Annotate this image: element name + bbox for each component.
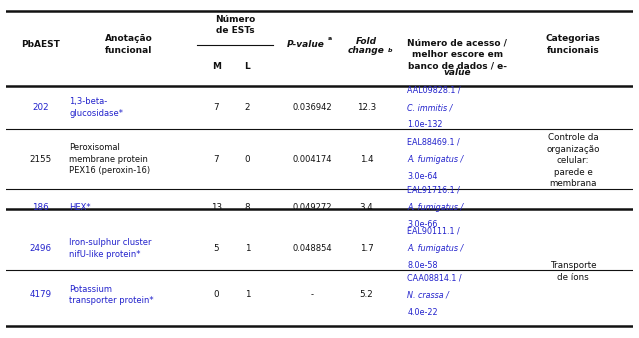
Text: 13: 13: [211, 202, 222, 212]
Text: 0: 0: [245, 154, 250, 164]
Text: C. immitis /: C. immitis /: [407, 103, 452, 112]
Text: Peroxisomal
membrane protein
PEX16 (peroxin-16): Peroxisomal membrane protein PEX16 (pero…: [69, 143, 150, 175]
Text: EAL91716.1 /: EAL91716.1 /: [407, 185, 460, 194]
Text: A. fumigatus /: A. fumigatus /: [407, 202, 463, 212]
Text: A. fumigatus /: A. fumigatus /: [407, 244, 463, 253]
Text: 8: 8: [245, 202, 250, 212]
Text: CAA08814.1 /: CAA08814.1 /: [407, 273, 462, 282]
Text: Categorias
funcionais: Categorias funcionais: [546, 34, 601, 55]
Text: Potassium
transporter protein*: Potassium transporter protein*: [69, 285, 153, 305]
Text: 5.2: 5.2: [360, 290, 373, 299]
Text: 4179: 4179: [30, 290, 52, 299]
Text: 1,3-beta-
glucosidase*: 1,3-beta- glucosidase*: [69, 97, 123, 118]
Text: 4.0e-22: 4.0e-22: [407, 308, 438, 317]
Text: b: b: [388, 48, 392, 53]
Text: Número de acesso /
melhor escore em
banco de dados / e-: Número de acesso / melhor escore em banc…: [407, 38, 507, 70]
Text: 8.0e-58: 8.0e-58: [407, 261, 438, 270]
Text: 7: 7: [213, 154, 219, 164]
Text: 2496: 2496: [30, 244, 52, 253]
Text: HEX*: HEX*: [69, 202, 91, 212]
Text: 1: 1: [245, 244, 250, 253]
Text: 202: 202: [33, 103, 49, 112]
Text: M: M: [212, 62, 220, 71]
Text: 186: 186: [33, 202, 49, 212]
Text: Número
de ESTs: Número de ESTs: [215, 15, 255, 35]
Text: P-value: P-value: [287, 40, 325, 49]
Text: Anotação
funcional: Anotação funcional: [105, 34, 152, 55]
Text: Iron-sulphur cluster
nifU-like protein*: Iron-sulphur cluster nifU-like protein*: [69, 238, 151, 259]
Text: Fold: Fold: [356, 37, 377, 46]
Text: N. crassa /: N. crassa /: [407, 290, 449, 299]
Text: 1.4: 1.4: [360, 154, 373, 164]
Text: 1.0e-132: 1.0e-132: [407, 120, 443, 129]
Text: 7: 7: [213, 103, 219, 112]
Text: 0.036942: 0.036942: [292, 103, 332, 112]
Text: a: a: [327, 36, 332, 41]
Text: 0.004174: 0.004174: [292, 154, 332, 164]
Text: 1.7: 1.7: [360, 244, 373, 253]
Text: 1: 1: [245, 290, 250, 299]
Text: 3.0e-66: 3.0e-66: [407, 220, 438, 229]
Text: 3.0e-64: 3.0e-64: [407, 172, 438, 181]
Text: 3.4: 3.4: [360, 202, 373, 212]
Text: L: L: [245, 62, 250, 71]
Text: 5: 5: [213, 244, 219, 253]
Text: 2155: 2155: [29, 154, 52, 164]
Text: EAL88469.1 /: EAL88469.1 /: [407, 137, 460, 146]
Text: 0.048854: 0.048854: [292, 244, 332, 253]
Text: 2: 2: [245, 103, 250, 112]
Text: EAL90111.1 /: EAL90111.1 /: [407, 227, 460, 236]
Text: A. fumigatus /: A. fumigatus /: [407, 154, 463, 164]
Text: -: -: [311, 290, 314, 299]
Text: AAL09828.1 /: AAL09828.1 /: [407, 86, 461, 95]
Text: Controle da
organização
celular:
parede e
membrana: Controle da organização celular: parede …: [546, 133, 600, 188]
Text: PbAEST: PbAEST: [21, 40, 60, 49]
Text: 0.049272: 0.049272: [292, 202, 332, 212]
Text: 12.3: 12.3: [357, 103, 376, 112]
Text: 0: 0: [213, 290, 219, 299]
Text: change: change: [348, 46, 385, 55]
Text: value: value: [443, 68, 471, 77]
Text: Transporte
de íons: Transporte de íons: [550, 262, 596, 282]
